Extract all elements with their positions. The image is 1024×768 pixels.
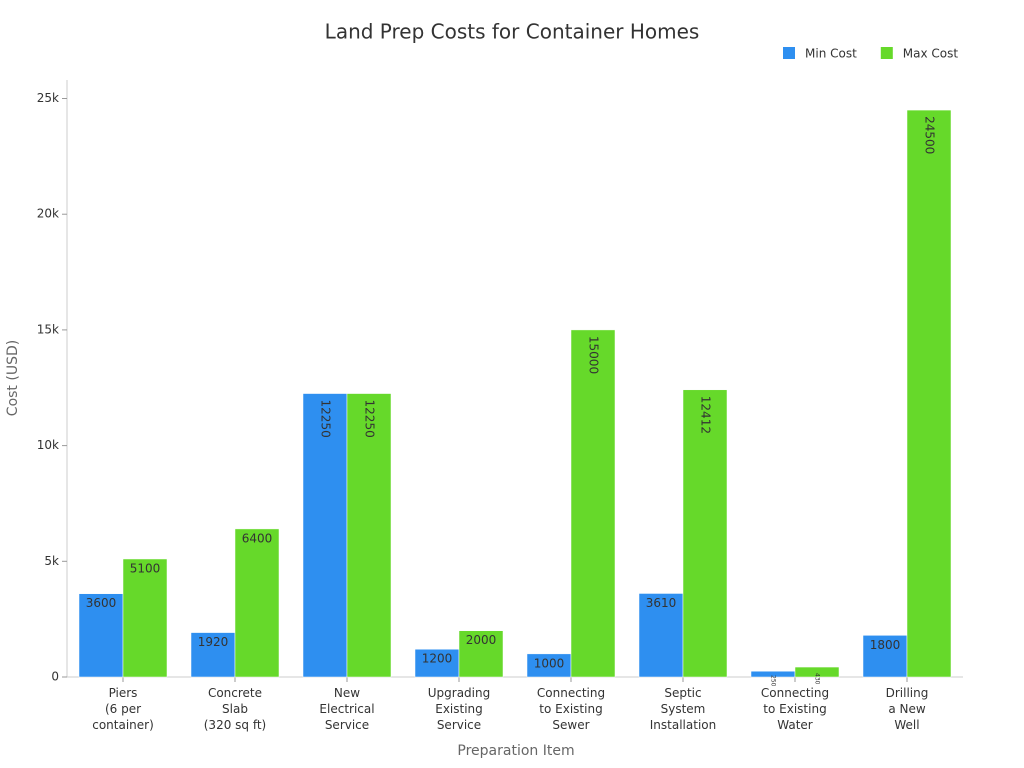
value-label: 250 bbox=[770, 675, 777, 687]
bar bbox=[190, 632, 236, 678]
value-label: 12250 bbox=[319, 400, 333, 438]
y-tick-label: 10k bbox=[37, 438, 59, 452]
y-tick-label: 5k bbox=[44, 554, 59, 568]
x-tick-label: Septic System Installation bbox=[650, 686, 716, 732]
value-label: 12412 bbox=[699, 396, 713, 434]
legend-swatch bbox=[783, 47, 795, 59]
legend-swatch bbox=[880, 47, 893, 59]
bar bbox=[234, 528, 280, 678]
value-label: 430 bbox=[814, 673, 821, 685]
bar bbox=[570, 329, 616, 678]
value-label: 6400 bbox=[242, 531, 273, 545]
value-label: 1800 bbox=[870, 638, 901, 652]
bar bbox=[682, 389, 728, 678]
value-label: 1200 bbox=[422, 652, 453, 666]
bar bbox=[414, 648, 460, 678]
value-label: 1000 bbox=[534, 656, 565, 670]
bar bbox=[638, 593, 684, 678]
x-tick-label: Concrete Slab (320 sq ft) bbox=[204, 686, 266, 732]
x-axis-label: Preparation Item bbox=[457, 743, 574, 759]
value-label: 1920 bbox=[198, 635, 229, 649]
bar bbox=[794, 666, 840, 678]
y-tick-label: 0 bbox=[51, 670, 59, 684]
x-tick-label: Connecting to Existing Sewer bbox=[537, 686, 605, 732]
chart-title: Land Prep Costs for Container Homes bbox=[325, 20, 700, 44]
value-label: 15000 bbox=[587, 336, 601, 374]
value-label: 3600 bbox=[86, 596, 117, 610]
x-tick-label: Drilling a New Well bbox=[886, 686, 929, 732]
y-tick-label: 25k bbox=[37, 91, 59, 105]
bar bbox=[458, 630, 504, 678]
bar bbox=[346, 393, 392, 678]
y-axis-label: Cost (USD) bbox=[5, 340, 21, 416]
bar bbox=[302, 393, 348, 678]
y-tick-label: 20k bbox=[37, 207, 59, 221]
bar bbox=[906, 109, 952, 678]
x-tick-label: Upgrading Existing Service bbox=[428, 686, 490, 732]
bar bbox=[862, 635, 908, 678]
value-label: 12250 bbox=[363, 400, 377, 438]
value-label: 3610 bbox=[646, 596, 677, 610]
bar bbox=[122, 558, 168, 678]
legend-label: Max Cost bbox=[903, 47, 959, 61]
x-tick-label: Connecting to Existing Water bbox=[761, 686, 829, 732]
y-tick-label: 15k bbox=[37, 322, 59, 336]
legend-label: Min Cost bbox=[805, 47, 857, 61]
x-tick-label: New Electrical Service bbox=[319, 686, 374, 732]
x-tick-label: Piers (6 per container) bbox=[92, 686, 154, 732]
value-label: 5100 bbox=[130, 561, 161, 575]
value-label: 24500 bbox=[923, 116, 937, 154]
value-label: 2000 bbox=[466, 633, 497, 647]
